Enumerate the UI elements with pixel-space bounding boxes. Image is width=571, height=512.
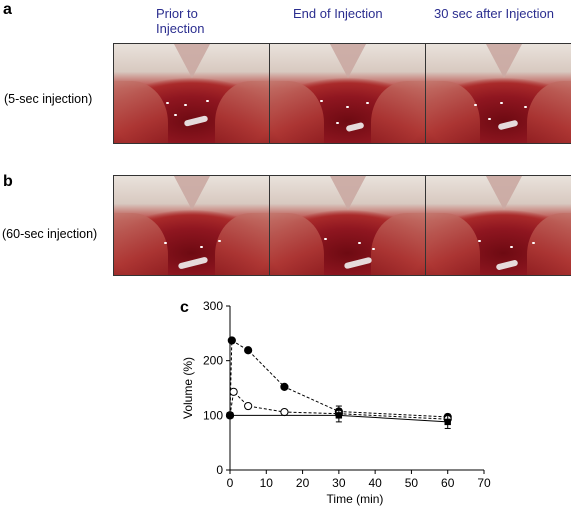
panel-label-b: b (3, 173, 13, 190)
data-point-open-circle (280, 407, 289, 417)
y-tick-label: 0 (216, 463, 223, 477)
series-line-0 (229, 339, 448, 418)
x-tick-label: 60 (441, 476, 455, 490)
column-header-prior: Prior to Injection (156, 6, 205, 36)
data-point-filled-circle (280, 382, 289, 392)
x-tick-label: 0 (227, 476, 234, 490)
data-point-filled-square (226, 412, 234, 419)
x-tick-label: 20 (296, 476, 310, 490)
photo-5sec-prior (113, 43, 270, 144)
column-header-30sec: 30 sec after Injection (434, 6, 554, 21)
x-tick-label: 40 (368, 476, 382, 490)
series-line-1 (229, 390, 448, 420)
y-axis-title: Volume (%) (181, 357, 195, 419)
y-tick-label: 200 (203, 354, 223, 368)
row-label-5sec: (5-sec injection) (4, 92, 93, 106)
y-tick-label: 300 (203, 299, 223, 313)
photo-60sec-end (269, 175, 426, 276)
data-point-open-circle (244, 401, 253, 411)
row-label-60sec: (60-sec injection) (2, 227, 98, 241)
x-tick-label: 70 (477, 476, 491, 490)
x-axis-title: Time (min) (327, 492, 384, 506)
x-tick-label: 50 (405, 476, 419, 490)
y-tick-label: 100 (203, 408, 223, 422)
data-point-filled-square (444, 418, 451, 426)
data-point-filled-circle (244, 346, 253, 355)
photo-5sec-end (269, 43, 426, 144)
data-point-open-circle (229, 387, 238, 396)
photo-5sec-30sec (425, 43, 571, 144)
x-tick-label: 30 (332, 476, 346, 490)
panel-label-a: a (3, 1, 12, 18)
data-point-filled-circle (227, 336, 236, 345)
data-point-filled-square (335, 412, 343, 419)
photo-60sec-30sec (425, 175, 571, 276)
x-tick-label: 10 (260, 476, 274, 490)
photo-60sec-prior (113, 175, 270, 276)
column-header-end: End of Injection (293, 6, 383, 21)
panel-label-c: c (180, 299, 189, 316)
